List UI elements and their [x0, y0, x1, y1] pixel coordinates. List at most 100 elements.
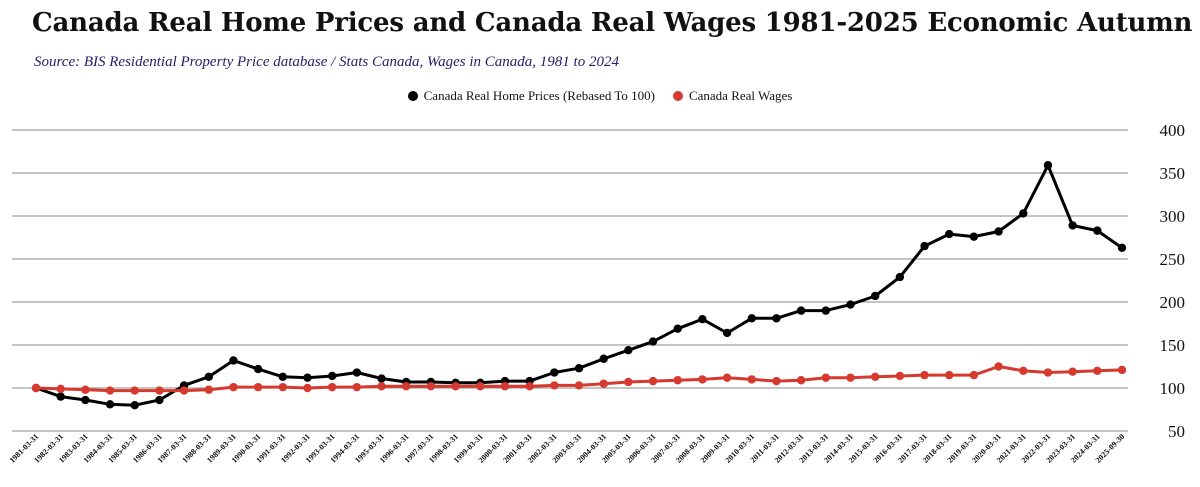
data-point: [747, 375, 756, 384]
data-point: [599, 354, 608, 363]
y-tick-label: 150: [1160, 336, 1186, 355]
legend-label-home-prices: Canada Real Home Prices (Rebased To 100): [423, 88, 655, 103]
y-tick-label: 350: [1160, 164, 1186, 183]
data-point: [698, 315, 707, 324]
data-point: [105, 400, 115, 409]
data-point: [722, 373, 732, 382]
data-point: [550, 368, 559, 377]
data-point: [574, 364, 584, 373]
y-tick-label: 200: [1160, 293, 1186, 312]
data-point: [969, 232, 979, 241]
data-point: [772, 314, 781, 323]
data-point: [895, 371, 905, 381]
data-point: [1093, 226, 1102, 235]
data-point: [278, 382, 288, 392]
data-point: [525, 382, 534, 391]
legend: Canada Real Home Prices (Rebased To 100)…: [0, 88, 1200, 104]
y-tick-label: 50: [1168, 422, 1185, 441]
data-point: [821, 373, 831, 382]
data-point: [624, 345, 633, 355]
data-point: [747, 314, 756, 323]
data-point: [796, 376, 806, 385]
data-point: [426, 382, 436, 391]
data-point: [155, 395, 164, 405]
chart-title: Canada Real Home Prices and Canada Real …: [32, 8, 1193, 38]
data-point: [673, 376, 682, 385]
data-point: [377, 382, 386, 391]
data-point: [179, 386, 189, 395]
data-point: [253, 364, 263, 374]
legend-label-real-wages: Canada Real Wages: [688, 88, 793, 103]
legend-marker-home-prices: [407, 91, 418, 101]
legend-item-home-prices: Canada Real Home Prices (Rebased To 100): [407, 88, 655, 104]
y-tick-label: 300: [1160, 207, 1186, 226]
data-point: [969, 370, 979, 380]
data-point: [648, 376, 658, 386]
data-point: [253, 382, 263, 392]
data-point: [303, 383, 312, 393]
data-point: [229, 382, 238, 392]
data-point: [303, 373, 312, 382]
data-point: [550, 381, 559, 390]
legend-item-real-wages: Canada Real Wages: [672, 88, 793, 104]
data-point: [130, 386, 139, 395]
data-point: [994, 227, 1003, 236]
data-point: [772, 376, 781, 386]
data-point: [31, 383, 41, 393]
data-point: [352, 382, 362, 392]
data-point: [377, 374, 386, 383]
data-point: [81, 395, 90, 405]
data-point: [476, 382, 485, 391]
data-point: [229, 356, 238, 365]
data-point: [155, 386, 164, 395]
data-point: [920, 370, 929, 380]
data-point: [846, 373, 855, 382]
data-point: [846, 300, 855, 309]
y-tick-label: 100: [1160, 379, 1186, 398]
data-point: [574, 381, 584, 390]
data-point: [1019, 366, 1028, 375]
data-point: [870, 291, 880, 301]
data-point: [130, 401, 139, 410]
data-point: [204, 372, 213, 382]
data-point: [1093, 366, 1102, 375]
data-point: [945, 370, 954, 380]
data-point: [278, 372, 288, 382]
data-point: [1068, 367, 1077, 376]
data-point: [500, 382, 510, 391]
data-point: [920, 241, 929, 251]
data-point: [722, 328, 732, 338]
data-point: [56, 384, 65, 394]
data-point: [327, 382, 337, 392]
data-point: [821, 306, 831, 315]
data-point: [451, 382, 460, 391]
data-point: [1043, 368, 1053, 377]
data-point: [796, 306, 806, 315]
data-point: [402, 382, 411, 391]
data-point: [327, 371, 337, 381]
data-point: [673, 324, 682, 333]
data-point: [624, 377, 633, 387]
data-point: [994, 362, 1003, 371]
y-tick-label: 400: [1160, 121, 1186, 140]
data-point: [1043, 161, 1053, 170]
data-point: [1068, 221, 1077, 230]
data-point: [1117, 243, 1127, 253]
data-point: [895, 272, 905, 282]
data-point: [1019, 209, 1028, 218]
data-point: [56, 392, 65, 401]
data-point: [648, 337, 658, 346]
data-point: [81, 385, 90, 394]
data-point: [698, 375, 707, 384]
chart-subtitle: Source: BIS Residential Property Price d…: [34, 54, 619, 70]
data-point: [105, 386, 115, 395]
data-point: [352, 368, 362, 377]
data-point: [1117, 365, 1127, 375]
data-point: [599, 379, 608, 388]
y-tick-label: 250: [1160, 250, 1186, 269]
data-point: [204, 385, 213, 394]
data-point: [870, 372, 880, 382]
legend-marker-real-wages: [672, 91, 683, 101]
data-point: [945, 229, 954, 239]
